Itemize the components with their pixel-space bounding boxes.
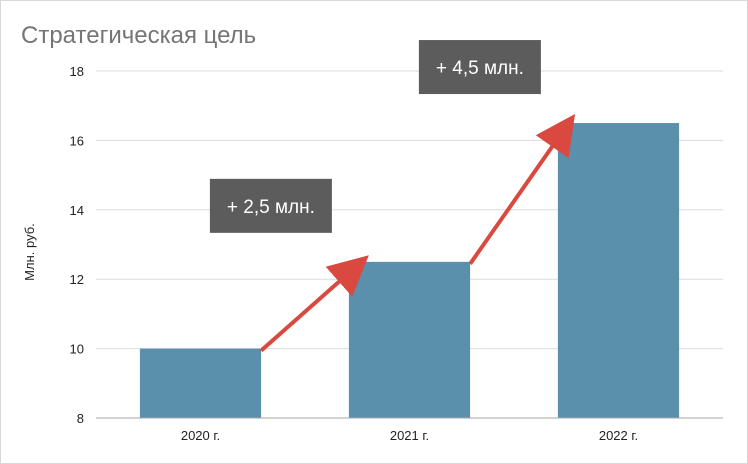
annotation-box bbox=[209, 178, 332, 233]
y-tick-label: 12 bbox=[70, 272, 84, 287]
annotation-box bbox=[418, 40, 541, 95]
y-axis-label: Млн. руб. bbox=[22, 223, 37, 281]
bars bbox=[139, 123, 680, 419]
annotation-arrows bbox=[259, 113, 576, 353]
annotation-label: + 4,5 млн. bbox=[436, 58, 524, 79]
x-tick-label: 2021 г. bbox=[390, 428, 429, 443]
bar bbox=[557, 123, 680, 419]
y-tick-label: 16 bbox=[70, 133, 84, 148]
annotation-label: + 2,5 млн. bbox=[227, 197, 315, 218]
chart-title: Стратегическая цель bbox=[21, 22, 256, 49]
growth-arrow bbox=[468, 113, 576, 265]
axes: 8 10 12 14 16 18 2020 г. 2021 г. 2022 г. bbox=[70, 64, 723, 443]
x-tick-label: 2022 г. bbox=[599, 428, 638, 443]
y-tick-label: 8 bbox=[77, 411, 84, 426]
y-tick-label: 14 bbox=[70, 203, 84, 218]
annotations: + 2,5 млн. + 4,5 млн. bbox=[209, 40, 541, 233]
bar bbox=[348, 261, 471, 418]
x-tick-label: 2020 г. bbox=[181, 428, 220, 443]
bar bbox=[139, 348, 262, 418]
growth-arrow bbox=[259, 255, 369, 353]
y-tick-label: 18 bbox=[70, 64, 84, 79]
y-tick-label: 10 bbox=[70, 342, 84, 357]
